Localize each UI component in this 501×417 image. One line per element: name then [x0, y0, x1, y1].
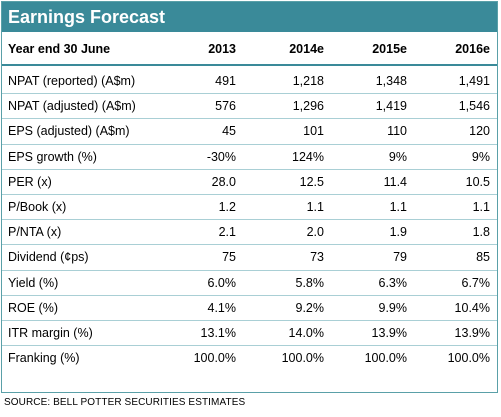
header-divider — [2, 64, 497, 66]
table-header-row: Year end 30 June 2013 2014e 2015e 2016e — [2, 38, 497, 60]
row-value-2013: 45 — [222, 124, 236, 139]
row-label: P/NTA (x) — [8, 225, 62, 240]
table-row: NPAT (adjusted) (A$m) 576 1,296 1,419 1,546 — [2, 94, 497, 120]
row-value-2014e: 5.8% — [295, 275, 325, 290]
row-value-2016e: 13.9% — [454, 325, 490, 340]
row-value-2015e: 79 — [393, 250, 407, 265]
row-value-2015e: 11.4 — [383, 174, 407, 189]
table-row: Yield (%) 6.0% 5.8% 6.3% 6.7% — [2, 271, 497, 296]
row-value-2015e: 110 — [387, 124, 407, 139]
row-value-2014e: 1.1 — [306, 199, 324, 214]
row-value-2014e: 14.0% — [288, 325, 324, 340]
table-row: P/NTA (x) 2.1 2.0 1.9 1.8 — [2, 220, 497, 246]
table-row: EPS (adjusted) (A$m) 45 101 110 120 — [2, 119, 497, 145]
row-label: PER (x) — [8, 174, 52, 189]
row-value-2015e: 1,419 — [375, 99, 407, 114]
table-title: Earnings Forecast — [2, 2, 497, 32]
row-label: ITR margin (%) — [8, 325, 93, 340]
row-label: NPAT (adjusted) (A$m) — [8, 99, 136, 114]
row-label: EPS (adjusted) (A$m) — [8, 124, 130, 139]
row-value-2016e: 10.5 — [465, 174, 490, 189]
row-value-2013: 100.0% — [193, 351, 236, 366]
row-value-2016e: 120 — [469, 124, 490, 139]
row-value-2013: 491 — [215, 74, 236, 88]
row-value-2016e: 100.0% — [447, 351, 490, 366]
row-value-2013: 1.2 — [218, 199, 236, 214]
row-value-2013: 6.0% — [207, 275, 237, 290]
row-value-2015e: 9.9% — [378, 300, 408, 315]
row-value-2014e: 12.5 — [299, 174, 324, 189]
row-label: Dividend (¢ps) — [8, 250, 89, 265]
table-body: NPAT (reported) (A$m) 491 1,218 1,348 1,491 N… — [2, 69, 497, 371]
row-label: EPS growth (%) — [8, 149, 97, 164]
header-col-2015e: 2015e — [372, 42, 407, 56]
row-value-2015e: 1,348 — [375, 74, 407, 88]
table-row: ROE (%) 4.1% 9.2% 9.9% 10.4% — [2, 296, 497, 321]
row-value-2014e: 100.0% — [281, 351, 324, 366]
table-row: NPAT (reported) (A$m) 491 1,218 1,348 1,491 — [2, 69, 497, 95]
row-value-2016e: 1,546 — [458, 99, 490, 114]
earnings-forecast-table: Earnings Forecast Year end 30 June 2013 … — [1, 1, 498, 393]
row-value-2015e: 6.3% — [378, 275, 408, 290]
row-label: NPAT (reported) (A$m) — [8, 74, 136, 88]
header-year-end-label: Year end 30 June — [8, 42, 111, 56]
row-value-2015e: 9% — [388, 149, 407, 164]
table-row: EPS growth (%) -30% 124% 9% 9% — [2, 145, 497, 170]
row-value-2016e: 9% — [471, 149, 490, 164]
row-value-2013: 2.1 — [218, 225, 236, 240]
row-value-2016e: 1,491 — [458, 74, 490, 88]
row-value-2015e: 100.0% — [364, 351, 407, 366]
header-col-2013: 2013 — [208, 42, 236, 56]
source-note: SOURCE: BELL POTTER SECURITIES ESTIMATES — [4, 397, 246, 408]
row-value-2013: -30% — [206, 149, 236, 164]
row-value-2013: 576 — [215, 99, 236, 114]
row-label: Yield (%) — [8, 275, 59, 290]
row-label: P/Book (x) — [8, 199, 67, 214]
row-label: ROE (%) — [8, 300, 58, 315]
row-value-2013: 4.1% — [207, 300, 237, 315]
table-row: Dividend (¢ps) 75 73 79 85 — [2, 245, 497, 271]
row-value-2014e: 73 — [310, 250, 324, 265]
table-row: Franking (%) 100.0% 100.0% 100.0% 100.0% — [2, 346, 497, 371]
header-col-2016e: 2016e — [455, 42, 490, 56]
row-value-2016e: 10.4% — [454, 300, 490, 315]
row-value-2015e: 13.9% — [371, 325, 407, 340]
row-value-2014e: 1,296 — [292, 99, 324, 114]
row-value-2016e: 85 — [476, 250, 490, 265]
row-value-2015e: 1.9 — [389, 225, 407, 240]
row-value-2013: 28.0 — [211, 174, 236, 189]
row-value-2014e: 9.2% — [295, 300, 325, 315]
row-label: Franking (%) — [8, 351, 80, 366]
row-value-2013: 75 — [222, 250, 236, 265]
row-value-2014e: 124% — [292, 149, 324, 164]
row-value-2014e: 101 — [303, 124, 324, 139]
table-row: P/Book (x) 1.2 1.1 1.1 1.1 — [2, 195, 497, 221]
row-value-2016e: 1.1 — [472, 199, 490, 214]
row-value-2013: 13.1% — [200, 325, 236, 340]
row-value-2015e: 1.1 — [389, 199, 407, 214]
header-col-2014e: 2014e — [289, 42, 324, 56]
row-value-2014e: 1,218 — [292, 74, 324, 88]
row-value-2016e: 1.8 — [472, 225, 490, 240]
table-row: PER (x) 28.0 12.5 11.4 10.5 — [2, 170, 497, 195]
row-value-2014e: 2.0 — [306, 225, 324, 240]
table-row: ITR margin (%) 13.1% 14.0% 13.9% 13.9% — [2, 321, 497, 347]
row-value-2016e: 6.7% — [461, 275, 491, 290]
